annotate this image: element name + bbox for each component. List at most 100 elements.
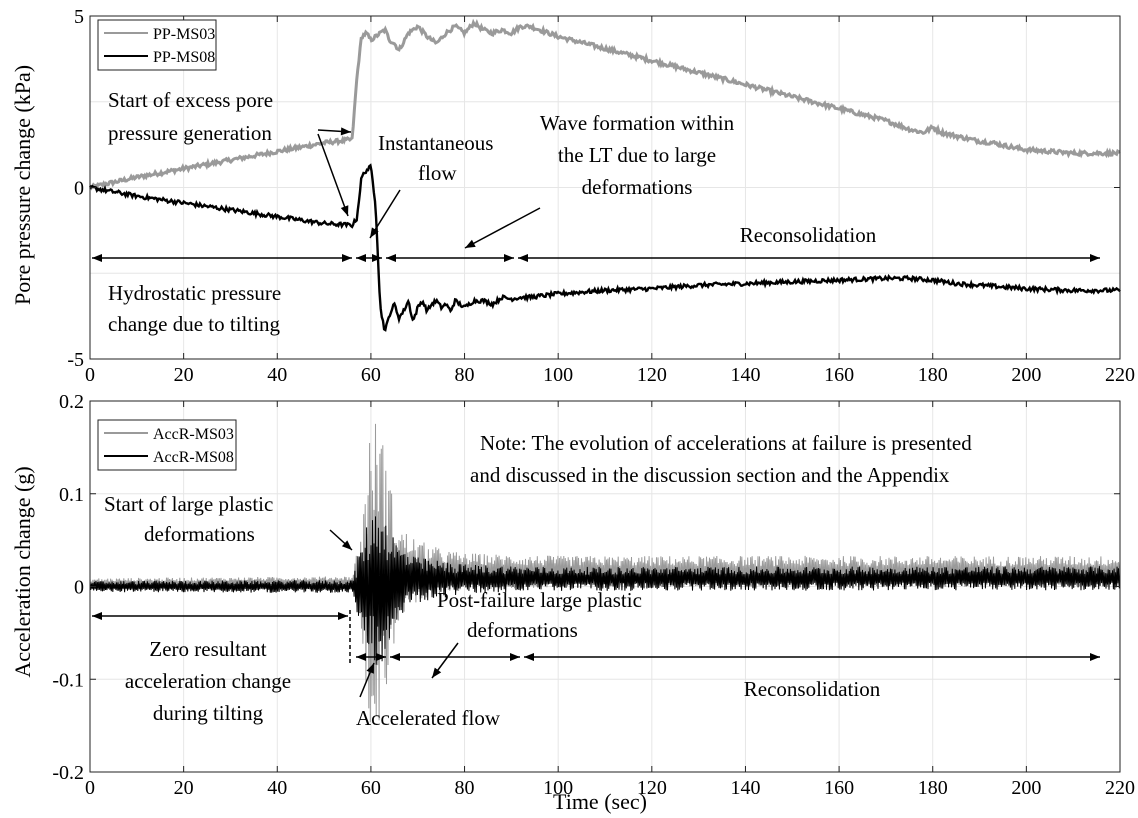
annotation-line: Start of excess pore	[108, 88, 273, 112]
arrow-reconsolidation-range-bottom-head	[524, 653, 534, 661]
arrow-wave-formation-head	[465, 239, 476, 248]
y-tick-label: 5	[74, 6, 84, 28]
annotation-line: Start of large plastic	[104, 492, 273, 516]
x-tick-label: 20	[174, 364, 194, 386]
annotation-line: Instantaneous	[378, 131, 493, 155]
x-tick-label: 80	[455, 777, 475, 799]
x-tick-label: 120	[637, 364, 667, 386]
annotation-line: Zero resultant	[149, 637, 266, 661]
annotation-post-failure: Post-failure large plastic deformations	[437, 588, 642, 642]
annotation-start-excess-pore-pressure: Start of excess pore pressure generation	[108, 88, 273, 145]
arrow-reconsolidation-range-bottom-head	[1090, 653, 1100, 661]
arrow-tilting-range-head	[338, 612, 348, 620]
y-tick-label: 0.1	[59, 484, 84, 506]
arrow-wave-range-head	[504, 254, 514, 262]
legend-label-pp-ms03: PP-MS03	[153, 26, 215, 43]
x-tick-label: 140	[730, 777, 760, 799]
arrow-instantaneous-range-head	[356, 254, 366, 262]
y-tick-label: -0.2	[52, 762, 84, 784]
annotation-line: acceleration change	[125, 669, 291, 693]
x-tick-label: 20	[174, 777, 194, 799]
arrow-accelerated-range-head	[376, 653, 386, 661]
top-y-axis-label: Pore pressure change (kPa)	[10, 65, 35, 305]
annotation-line: flow	[418, 161, 457, 185]
x-tick-label: 220	[1105, 364, 1135, 386]
x-tick-label: 100	[543, 777, 573, 799]
legend-label-accr-ms08: AccR-MS08	[153, 449, 234, 466]
arrow-hydrostatic-range-head	[342, 254, 352, 262]
x-tick-label: 160	[824, 364, 854, 386]
x-tick-label: 0	[85, 777, 95, 799]
x-tick-label: 200	[1011, 364, 1041, 386]
arrow-hydrostatic-range-head	[92, 254, 102, 262]
x-tick-label: 120	[637, 777, 667, 799]
arrow-start-excess-2-head	[340, 205, 349, 216]
top-legend: PP-MS03 PP-MS08	[97, 19, 217, 71]
arrow-wave-formation	[464, 207, 541, 249]
arrow-start-excess-1-head	[340, 127, 351, 136]
x-tick-label: 140	[730, 364, 760, 386]
arrow-wave-range-head	[386, 254, 396, 262]
bottom-y-axis-label: Acceleration change (g)	[10, 466, 35, 677]
annotation-line: deformations	[144, 522, 255, 546]
annotation-arrows	[92, 127, 1100, 698]
annotation-line: deformations	[582, 175, 693, 199]
annotation-line: during tilting	[153, 701, 264, 725]
x-tick-label: 220	[1105, 777, 1135, 799]
y-tick-label: -5	[67, 349, 84, 371]
annotation-start-large-plastic: Start of large plastic deformations	[104, 492, 273, 546]
y-tick-label: 0	[74, 178, 84, 200]
acceleration-plot: 0 20 40 60 80 100 120 140 160 180 200 2200.20.10-0.…	[52, 391, 1135, 799]
x-tick-label: 80	[455, 364, 475, 386]
arrow-instantaneous-flow-head	[370, 227, 379, 238]
arrow-reconsolidation-range-head	[518, 254, 528, 262]
x-tick-label: 0	[85, 364, 95, 386]
annotation-line: change due to tilting	[108, 312, 281, 336]
legend-label-accr-ms03: AccR-MS03	[153, 426, 234, 443]
arrow-post-failure-head	[432, 667, 442, 678]
annotation-accelerated-flow: Accelerated flow	[356, 706, 501, 730]
arrow-post-failure-range-head	[510, 653, 520, 661]
x-tick-label: 180	[918, 777, 948, 799]
annotation-note: Note: The evolution of accelerations at …	[470, 431, 972, 487]
x-tick-label: 180	[918, 364, 948, 386]
annotation-wave-formation: Wave formation within the LT due to larg…	[540, 111, 735, 199]
annotation-line: Post-failure large plastic	[437, 588, 642, 612]
arrow-start-excess-2	[317, 133, 349, 217]
arrow-instantaneous-range-head	[372, 254, 382, 262]
annotation-instantaneous-flow: Instantaneous flow	[378, 131, 493, 185]
arrow-accelerated-range-head	[356, 653, 366, 661]
y-tick-label: 0	[74, 577, 84, 599]
legend-label-pp-ms08: PP-MS08	[153, 49, 215, 66]
annotation-line: Wave formation within	[540, 111, 735, 135]
series-line-accr-ms08	[89, 516, 1121, 665]
bottom-legend: AccR-MS03 AccR-MS08	[97, 419, 237, 471]
x-tick-label: 40	[267, 777, 287, 799]
annotation-line: the LT due to large	[558, 143, 716, 167]
annotation-reconsolidation-top: Reconsolidation	[740, 223, 877, 247]
annotation-line: Note: The evolution of accelerations at …	[480, 431, 972, 455]
annotation-line: pressure generation	[108, 121, 272, 145]
x-tick-label: 200	[1011, 777, 1041, 799]
x-tick-label: 160	[824, 777, 854, 799]
arrow-post-failure-range-head	[390, 653, 400, 661]
series-line-pp-ms08	[88, 163, 1121, 332]
x-tick-label: 60	[361, 364, 381, 386]
annotation-hydrostatic-pressure: Hydrostatic pressure change due to tilti…	[108, 281, 281, 336]
annotation-line: and discussed in the discussion section …	[470, 463, 950, 487]
y-tick-label: -0.1	[52, 669, 84, 691]
series-line-pp-ms03	[88, 18, 1121, 191]
arrow-accelerated-flow-head	[366, 663, 374, 674]
y-tick-label: 0.2	[59, 391, 84, 413]
x-axis-label: Time (sec)	[553, 789, 647, 814]
annotation-zero-resultant: Zero resultant acceleration change durin…	[125, 637, 291, 725]
arrow-start-large-plastic-head	[341, 540, 352, 550]
annotation-reconsolidation-bottom: Reconsolidation	[744, 677, 881, 701]
annotation-line: deformations	[467, 618, 578, 642]
x-tick-label: 60	[361, 777, 381, 799]
annotation-line: Hydrostatic pressure	[108, 281, 281, 305]
arrow-tilting-range-head	[92, 612, 102, 620]
x-tick-label: 100	[543, 364, 573, 386]
